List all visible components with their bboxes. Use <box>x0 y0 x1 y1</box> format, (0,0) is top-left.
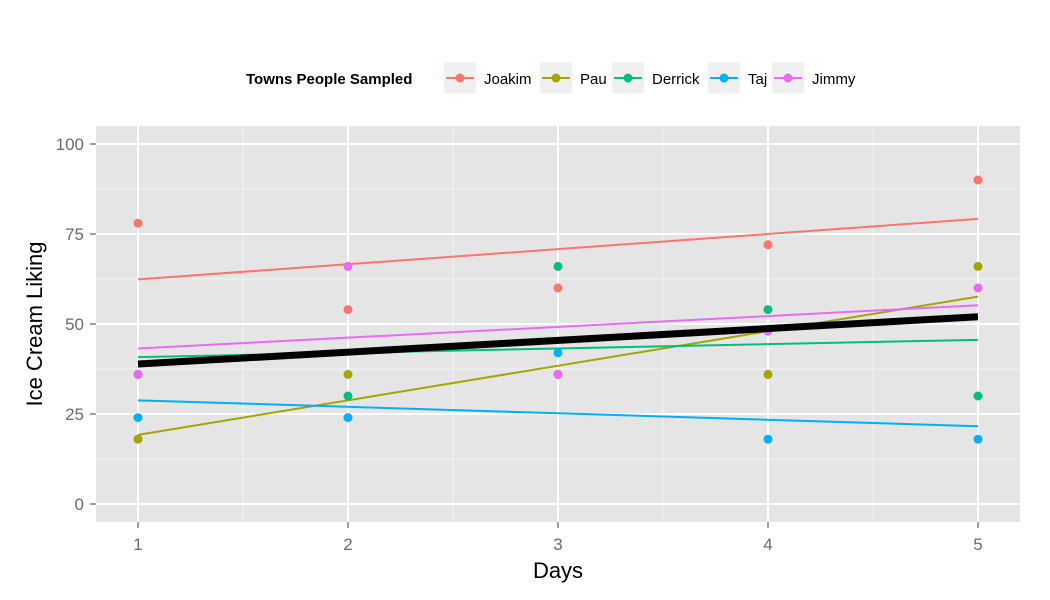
fit-line-joakim <box>137 217 979 281</box>
legend-title: Towns People Sampled <box>246 71 412 88</box>
point-taj <box>973 434 983 444</box>
y-tick-label: 50 <box>65 315 84 334</box>
y-tick-label: 0 <box>75 495 84 514</box>
y-tick-label: 100 <box>56 135 84 154</box>
point-jimmy <box>343 261 353 271</box>
point-pau <box>133 434 143 444</box>
point-pau <box>973 261 983 271</box>
legend-label: Taj <box>748 71 767 88</box>
x-tick-label: 2 <box>343 535 352 554</box>
point-derrick <box>343 391 353 401</box>
legend-key-point <box>551 73 561 83</box>
legend-key-point <box>783 73 793 83</box>
point-pau <box>763 369 773 379</box>
legend-key-point <box>719 73 729 83</box>
y-tick-label: 75 <box>65 225 84 244</box>
legend-item-derrick: Derrick <box>610 61 700 95</box>
legend-item-jimmy: Jimmy <box>770 61 856 95</box>
point-joakim <box>343 305 353 315</box>
point-joakim <box>553 283 563 293</box>
x-axis-title: Days <box>533 558 583 583</box>
point-pau <box>343 369 353 379</box>
x-tick-label: 5 <box>973 535 982 554</box>
point-jimmy <box>973 283 983 293</box>
fit-line-taj <box>137 399 979 428</box>
point-jimmy <box>553 369 563 379</box>
point-taj <box>553 348 563 358</box>
legend-item-joakim: Joakim <box>442 61 532 95</box>
point-joakim <box>973 175 983 185</box>
x-tick-label: 3 <box>553 535 562 554</box>
x-tick-label: 1 <box>133 535 142 554</box>
point-derrick <box>973 391 983 401</box>
legend-item-pau: Pau <box>538 61 607 95</box>
legend-label: Pau <box>580 71 607 88</box>
point-jimmy <box>133 369 143 379</box>
legend-label: Derrick <box>652 71 700 88</box>
legend-key-point <box>623 73 633 83</box>
fit-line-jimmy <box>137 304 979 350</box>
legend-label: Joakim <box>484 71 532 88</box>
legend: Towns People Sampled Joakim Pau Derrick Taj… <box>246 61 856 95</box>
y-tick-label: 25 <box>65 405 84 424</box>
legend-key-point <box>455 73 465 83</box>
overall-fit-line <box>137 313 979 368</box>
point-taj <box>133 413 143 423</box>
legend-label: Jimmy <box>812 71 856 88</box>
y-axis-title: Ice Cream Liking <box>22 241 47 406</box>
point-joakim <box>133 218 143 228</box>
point-taj <box>343 413 353 423</box>
point-derrick <box>763 305 773 315</box>
legend-item-taj: Taj <box>706 61 767 95</box>
x-tick-label: 4 <box>763 535 772 554</box>
point-derrick <box>553 261 563 271</box>
point-joakim <box>763 240 773 250</box>
fit-line-pau <box>137 295 979 436</box>
point-taj <box>763 434 773 444</box>
